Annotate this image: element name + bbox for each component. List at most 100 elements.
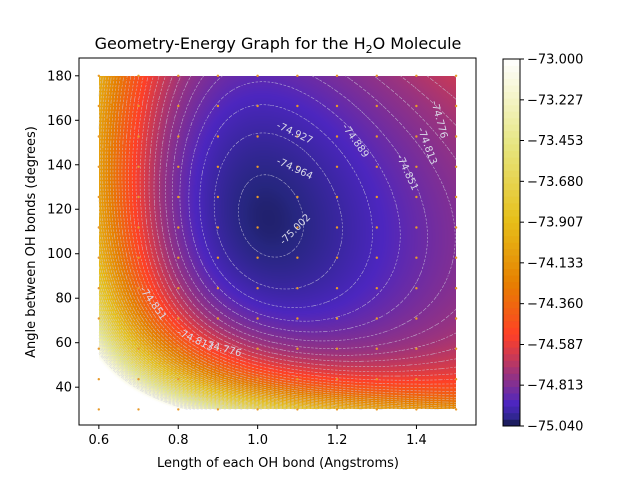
sample-point — [177, 165, 180, 168]
sample-point — [177, 378, 180, 381]
sample-point — [137, 135, 140, 138]
colorbar-band — [503, 157, 520, 165]
x-tick-label: 1.2 — [327, 433, 348, 448]
sample-point — [415, 226, 418, 229]
sample-point — [454, 256, 458, 259]
sample-point — [296, 256, 299, 259]
sample-point — [256, 287, 259, 290]
sample-point — [335, 287, 339, 290]
colorbar-band — [503, 268, 520, 276]
contour-line — [98, 353, 188, 410]
sample-point — [296, 317, 299, 320]
contour-line — [188, 81, 401, 322]
sample-point — [137, 226, 140, 229]
contour-line — [98, 299, 270, 410]
sample-point — [454, 74, 458, 78]
colorbar-band — [503, 137, 520, 145]
colorbar-band — [503, 222, 520, 230]
colorbar-band — [503, 163, 520, 171]
colorbar-band — [503, 216, 520, 224]
sample-point — [216, 135, 220, 138]
colorbar-band — [503, 104, 520, 112]
contour-line — [131, 75, 457, 385]
colorbar-band — [503, 85, 520, 93]
sample-points — [97, 74, 458, 411]
sample-point — [454, 226, 458, 229]
sample-point — [415, 347, 418, 350]
colorbar-band — [503, 183, 520, 191]
colorbar-band — [503, 72, 520, 79]
colorbar-band — [503, 308, 520, 315]
sample-point — [256, 74, 259, 78]
contour-line — [115, 75, 457, 401]
colorbar-tick-label: −74.360 — [527, 297, 583, 312]
sample-point — [335, 165, 339, 168]
colorbar-tick-label: −73.000 — [527, 53, 583, 68]
sample-point — [216, 104, 220, 108]
sample-point — [454, 104, 458, 108]
colorbar-tick-label: −73.227 — [527, 93, 583, 108]
sample-point — [296, 104, 299, 108]
colorbar-band — [503, 190, 520, 197]
sample-point — [256, 135, 259, 138]
sample-point — [137, 287, 140, 290]
contour-line — [144, 75, 457, 372]
sample-point — [335, 347, 339, 350]
sample-point — [177, 256, 180, 259]
colorbar-band — [503, 59, 520, 66]
sample-point — [296, 74, 299, 78]
colorbar-band — [503, 78, 520, 86]
sample-point — [177, 195, 180, 199]
colorbar-tick-label: −74.133 — [527, 256, 583, 271]
sample-point — [415, 104, 418, 108]
sample-point — [375, 378, 378, 381]
sample-point — [97, 104, 101, 108]
sample-point — [177, 408, 180, 411]
contour-line — [98, 340, 207, 410]
sample-point — [216, 287, 220, 290]
sample-point — [256, 226, 259, 229]
sample-point — [216, 317, 220, 320]
sample-point — [97, 256, 101, 259]
sample-point — [137, 317, 140, 320]
sample-point — [296, 135, 299, 138]
sample-point — [97, 317, 101, 320]
sample-point — [256, 408, 259, 411]
colorbar-band — [503, 98, 520, 106]
contour-line — [98, 264, 318, 410]
sample-point — [97, 226, 101, 229]
contour-line — [199, 104, 373, 308]
contour-lines — [98, 75, 457, 410]
y-tick-label: 40 — [55, 381, 72, 396]
sample-point — [256, 165, 259, 168]
sample-point — [97, 165, 101, 168]
contour-line — [107, 75, 457, 407]
sample-point — [296, 408, 299, 411]
sample-point — [256, 256, 259, 259]
x-axis-ticks: 0.6 0.8 1.0 1.2 1.4 — [89, 425, 427, 448]
sample-point — [335, 256, 339, 259]
sample-point — [375, 408, 378, 411]
contour-line — [238, 174, 304, 258]
contour-line — [98, 254, 331, 410]
colorbar-band — [503, 209, 520, 217]
contour-line — [121, 75, 457, 395]
sample-point — [137, 74, 140, 78]
colorbar-band — [503, 176, 520, 184]
chart-title: Geometry-Energy Graph for the H2O Molecu… — [95, 34, 462, 56]
sample-point — [375, 226, 378, 229]
colorbar-tick-label: −74.813 — [527, 379, 583, 394]
colorbar-band — [503, 111, 520, 119]
sample-point — [454, 287, 458, 290]
colorbar-band — [503, 281, 520, 289]
contour-line — [213, 132, 343, 290]
contour-line — [98, 280, 296, 410]
contour-line — [98, 308, 255, 410]
sample-point — [415, 287, 418, 290]
sample-point — [177, 287, 180, 290]
contour-line — [165, 75, 457, 349]
sample-point — [375, 287, 378, 290]
y-tick-label: 160 — [47, 114, 72, 129]
sample-point — [454, 135, 458, 138]
